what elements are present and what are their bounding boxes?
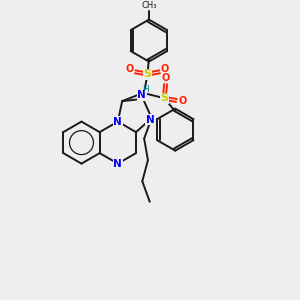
Text: N: N	[146, 115, 154, 124]
Text: CH₃: CH₃	[141, 1, 157, 10]
Text: O: O	[179, 96, 187, 106]
Text: N: N	[113, 159, 122, 169]
Text: O: O	[161, 73, 170, 83]
Text: O: O	[126, 64, 134, 74]
Text: S: S	[143, 69, 152, 79]
Text: S: S	[160, 93, 168, 103]
Text: N: N	[113, 117, 122, 127]
Text: H: H	[142, 85, 149, 94]
Text: N: N	[137, 90, 146, 100]
Text: O: O	[161, 64, 169, 74]
